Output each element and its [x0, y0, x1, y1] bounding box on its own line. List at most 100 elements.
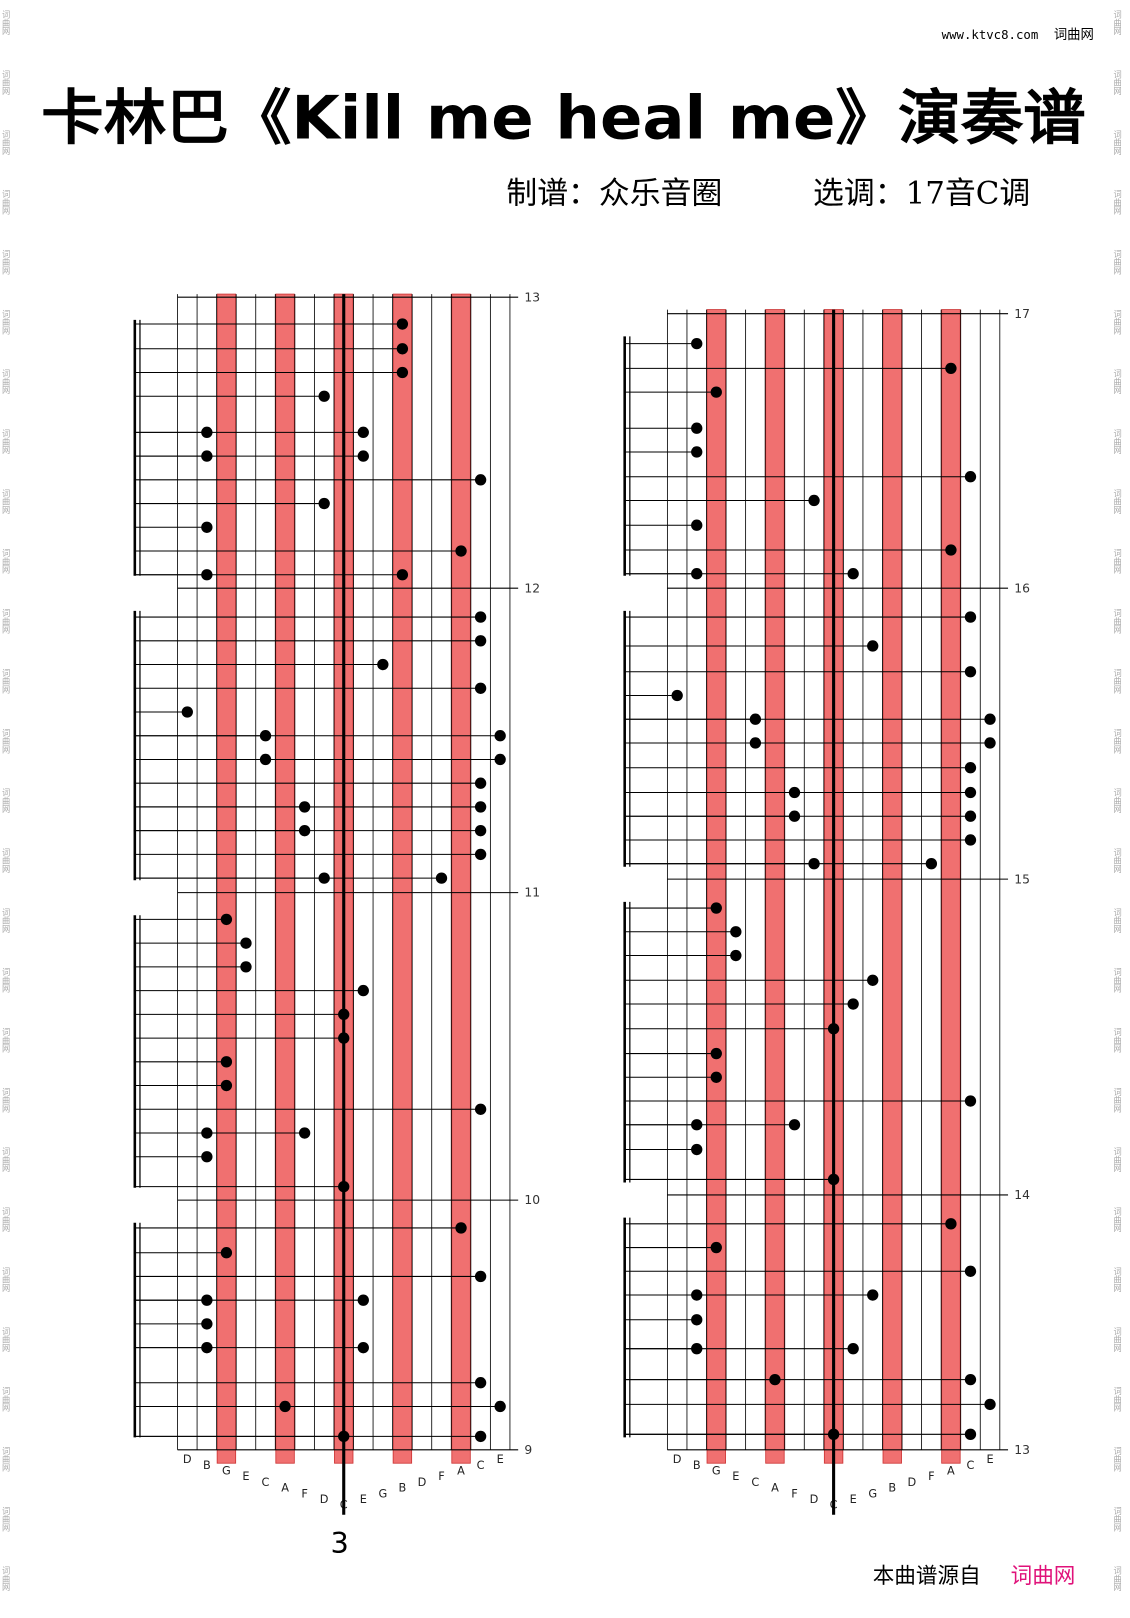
margin-mark: 词曲网	[1, 1327, 11, 1353]
margin-mark: 词曲网	[1113, 1566, 1123, 1592]
note	[964, 1095, 977, 1107]
note	[474, 474, 487, 486]
red-key	[882, 309, 902, 1464]
note	[847, 1343, 859, 1355]
key-label: D	[183, 1452, 192, 1466]
note	[984, 713, 996, 725]
key-label: G	[222, 1464, 231, 1478]
key-label: B	[399, 1481, 407, 1495]
note	[318, 390, 330, 402]
margin-mark: 词曲网	[1, 190, 11, 216]
margin-mark: 词曲网	[1, 1566, 11, 1592]
note	[691, 1314, 703, 1326]
margin-mark: 词曲网	[1113, 130, 1123, 156]
note	[357, 984, 369, 997]
key-label: A	[771, 1481, 779, 1495]
key-label: F	[301, 1486, 308, 1500]
margin-mark: 词曲网	[1113, 1028, 1123, 1054]
measure-number: 16	[1014, 581, 1030, 595]
key-label: E	[497, 1452, 504, 1466]
note	[494, 730, 506, 742]
measure-number: 10	[524, 1193, 540, 1207]
red-key	[706, 309, 726, 1464]
note	[435, 872, 448, 884]
note	[691, 1289, 703, 1301]
note	[691, 337, 703, 350]
note	[474, 824, 487, 837]
key-label: C	[967, 1458, 975, 1472]
measure-number: 12	[524, 581, 540, 595]
note	[338, 1032, 350, 1044]
note	[945, 1218, 957, 1230]
margin-mark: 词曲网	[1, 130, 11, 156]
header-site: www.ktvc8.com	[942, 28, 1039, 42]
note	[377, 658, 389, 671]
note	[396, 318, 409, 330]
key-label: E	[986, 1452, 993, 1466]
key-label: D	[907, 1475, 916, 1489]
key-label: E	[732, 1469, 739, 1483]
margin-mark: 词曲网	[1, 1088, 11, 1114]
margin-mark: 词曲网	[1113, 1327, 1123, 1353]
note	[396, 569, 409, 581]
key-label: D	[320, 1492, 329, 1506]
key-label: C	[477, 1458, 485, 1472]
note	[964, 471, 977, 483]
note	[494, 753, 506, 766]
note	[964, 611, 977, 623]
margin-mark: 词曲网	[1113, 609, 1123, 635]
note	[474, 1430, 487, 1443]
margin-mark: 词曲网	[1, 1447, 11, 1473]
margin-mark: 词曲网	[1113, 1267, 1123, 1293]
margin-mark: 词曲网	[1, 250, 11, 276]
margin-mark: 词曲网	[1, 968, 11, 994]
note	[827, 1173, 840, 1186]
note	[691, 446, 703, 458]
note	[867, 974, 879, 986]
note	[298, 1127, 311, 1139]
note	[474, 1270, 487, 1283]
key-label: D	[418, 1475, 427, 1489]
note	[964, 1265, 977, 1277]
margin-mark: 词曲网	[1, 848, 11, 874]
margin-mark: 词曲网	[1113, 848, 1123, 874]
margin-mark: 词曲网	[1, 669, 11, 695]
margin-mark: 词曲网	[1, 429, 11, 455]
note	[964, 1373, 977, 1386]
margin-mark: 词曲网	[1, 70, 11, 96]
note	[710, 1071, 722, 1083]
note	[279, 1400, 291, 1413]
note	[220, 1056, 233, 1068]
note	[984, 1398, 996, 1411]
note	[827, 1023, 840, 1035]
margin-mark: 词曲网	[1, 609, 11, 635]
measure-number: 9	[524, 1443, 532, 1457]
key-label: A	[281, 1481, 289, 1495]
margin-mark: 词曲网	[1113, 1507, 1123, 1533]
key-label: E	[360, 1492, 367, 1506]
margin-mark: 词曲网	[1, 1507, 11, 1533]
margin-mark: 词曲网	[1, 549, 11, 575]
key-label: E	[242, 1469, 249, 1483]
margin-mark: 词曲网	[1113, 190, 1123, 216]
note	[181, 706, 193, 718]
margin-mark: 词曲网	[1, 788, 11, 814]
note	[396, 366, 409, 379]
margin-mark: 词曲网	[1113, 369, 1123, 395]
margin-mark: 词曲网	[1113, 968, 1123, 994]
key-label: G	[712, 1464, 721, 1478]
note	[710, 386, 722, 398]
note	[357, 1294, 369, 1306]
note	[357, 426, 369, 439]
note	[710, 1047, 722, 1060]
margin-mark: 词曲网	[1113, 489, 1123, 515]
margin-mark: 词曲网	[1113, 1088, 1123, 1114]
measure-number: 15	[1014, 872, 1030, 886]
note	[396, 343, 409, 355]
margin-mark: 词曲网	[1, 1207, 11, 1233]
note	[867, 1289, 879, 1301]
margin-mark: 词曲网	[1113, 1447, 1123, 1473]
note	[847, 998, 859, 1010]
